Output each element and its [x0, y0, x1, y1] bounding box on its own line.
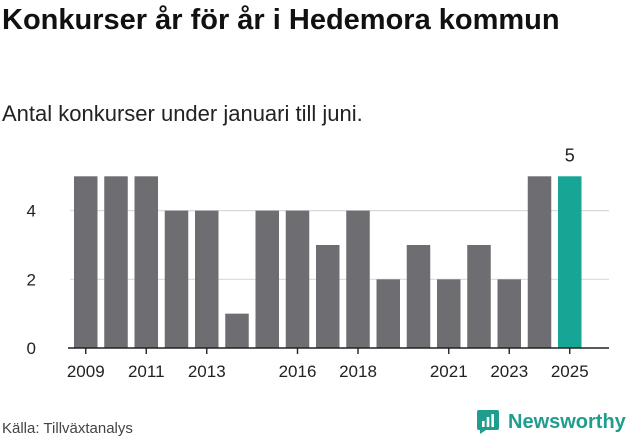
bar-2023 [497, 279, 521, 348]
source-note: Källa: Tillväxtanalys [2, 420, 133, 437]
x-tick-label: 2013 [188, 362, 226, 381]
bar-chart: 5 0 2 4 2009 2011 2013 2016 2018 2021 2023 2025 [27, 145, 609, 381]
x-tick-label: 2021 [430, 362, 468, 381]
chart-subtitle: Antal konkurser under januari till juni. [2, 101, 363, 126]
bar-2012 [164, 210, 189, 348]
bar-2016 [285, 210, 310, 348]
x-tick-label: 2009 [67, 362, 105, 381]
data-labels: 5 [565, 145, 575, 165]
bar-2024 [527, 176, 552, 348]
y-tick-label: 2 [27, 270, 36, 289]
bar-2010 [104, 176, 128, 348]
x-tick-label: 2016 [279, 362, 317, 381]
newsworthy-logo-icon [477, 410, 499, 434]
bar-2015 [255, 210, 279, 348]
axes: 0 2 4 2009 2011 2013 2016 2018 2021 2023 2025 [27, 202, 609, 381]
bar-2014 [225, 313, 249, 348]
bar-2022 [467, 244, 491, 348]
x-tick-label: 2018 [339, 362, 377, 381]
bar-2009 [74, 176, 98, 348]
bar-2018 [346, 210, 370, 348]
data-label: 5 [565, 145, 575, 165]
bars [74, 176, 582, 348]
x-tick-label: 2025 [551, 362, 589, 381]
bar-2025 [558, 176, 582, 348]
brand-logo: Newsworthy [476, 407, 626, 437]
y-tick-label: 0 [27, 339, 36, 358]
chart-title: Konkurser år för år i Hedemora kommun [2, 4, 560, 36]
x-tick-label: 2011 [128, 362, 165, 381]
bar-2017 [316, 244, 340, 348]
bar-2019 [376, 279, 400, 348]
brand-name: Newsworthy [508, 411, 626, 433]
bar-2011 [134, 176, 158, 348]
bar-2021 [437, 279, 461, 348]
bar-2013 [195, 210, 219, 348]
bar-2020 [406, 244, 431, 348]
x-tick-label: 2023 [490, 362, 528, 381]
y-tick-label: 4 [27, 202, 36, 221]
